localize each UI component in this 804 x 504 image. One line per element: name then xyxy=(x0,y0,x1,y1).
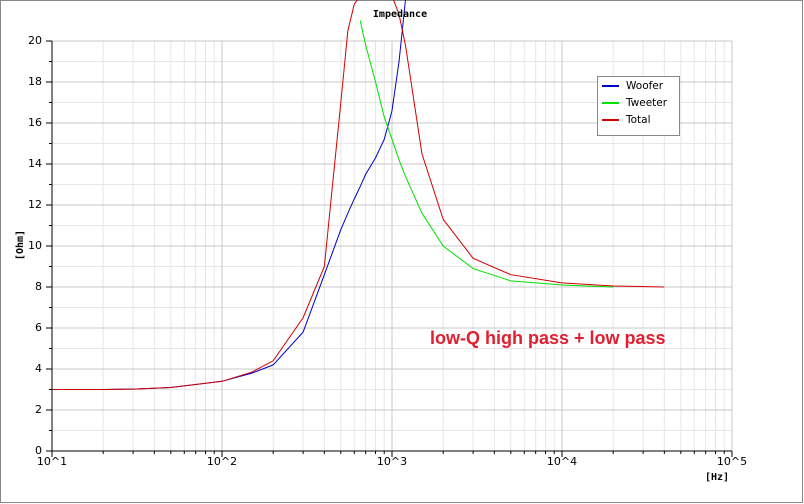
y-tick-label: 10 xyxy=(28,239,42,252)
x-axis-label: [Hz] xyxy=(705,472,729,483)
x-tick-label: 10^2 xyxy=(207,455,237,468)
plot xyxy=(52,0,665,390)
y-tick-label: 4 xyxy=(35,362,42,375)
line xyxy=(359,20,614,288)
legend: Woofer Tweeter Total xyxy=(597,76,680,136)
x-tick-label: 10^1 xyxy=(37,455,67,468)
x-tick-label: 10^3 xyxy=(377,455,407,468)
x-tick-label: 10^5 xyxy=(717,455,747,468)
chart-title: Impedance xyxy=(373,9,427,20)
y-tick-label: 6 xyxy=(35,321,42,334)
legend-label: Total xyxy=(625,114,651,126)
y-tick-label: 8 xyxy=(35,280,42,293)
y-tick-label: 12 xyxy=(28,198,42,211)
y-tick-label: 18 xyxy=(28,75,42,88)
legend-label: Tweeter xyxy=(625,97,668,109)
y-axis-label: [Ohm] xyxy=(15,230,26,260)
y-tick-label: 0 xyxy=(35,444,42,457)
y-tick-label: 16 xyxy=(28,116,42,129)
y-tick-label: 20 xyxy=(28,34,42,47)
line xyxy=(52,0,665,390)
y-tick-label: 2 xyxy=(35,403,42,416)
legend-label: Woofer xyxy=(626,80,664,92)
x-tick-label: 10^4 xyxy=(547,455,577,468)
annotation: low-Q high pass + low pass xyxy=(430,328,666,348)
y-tick-label: 14 xyxy=(28,157,42,170)
